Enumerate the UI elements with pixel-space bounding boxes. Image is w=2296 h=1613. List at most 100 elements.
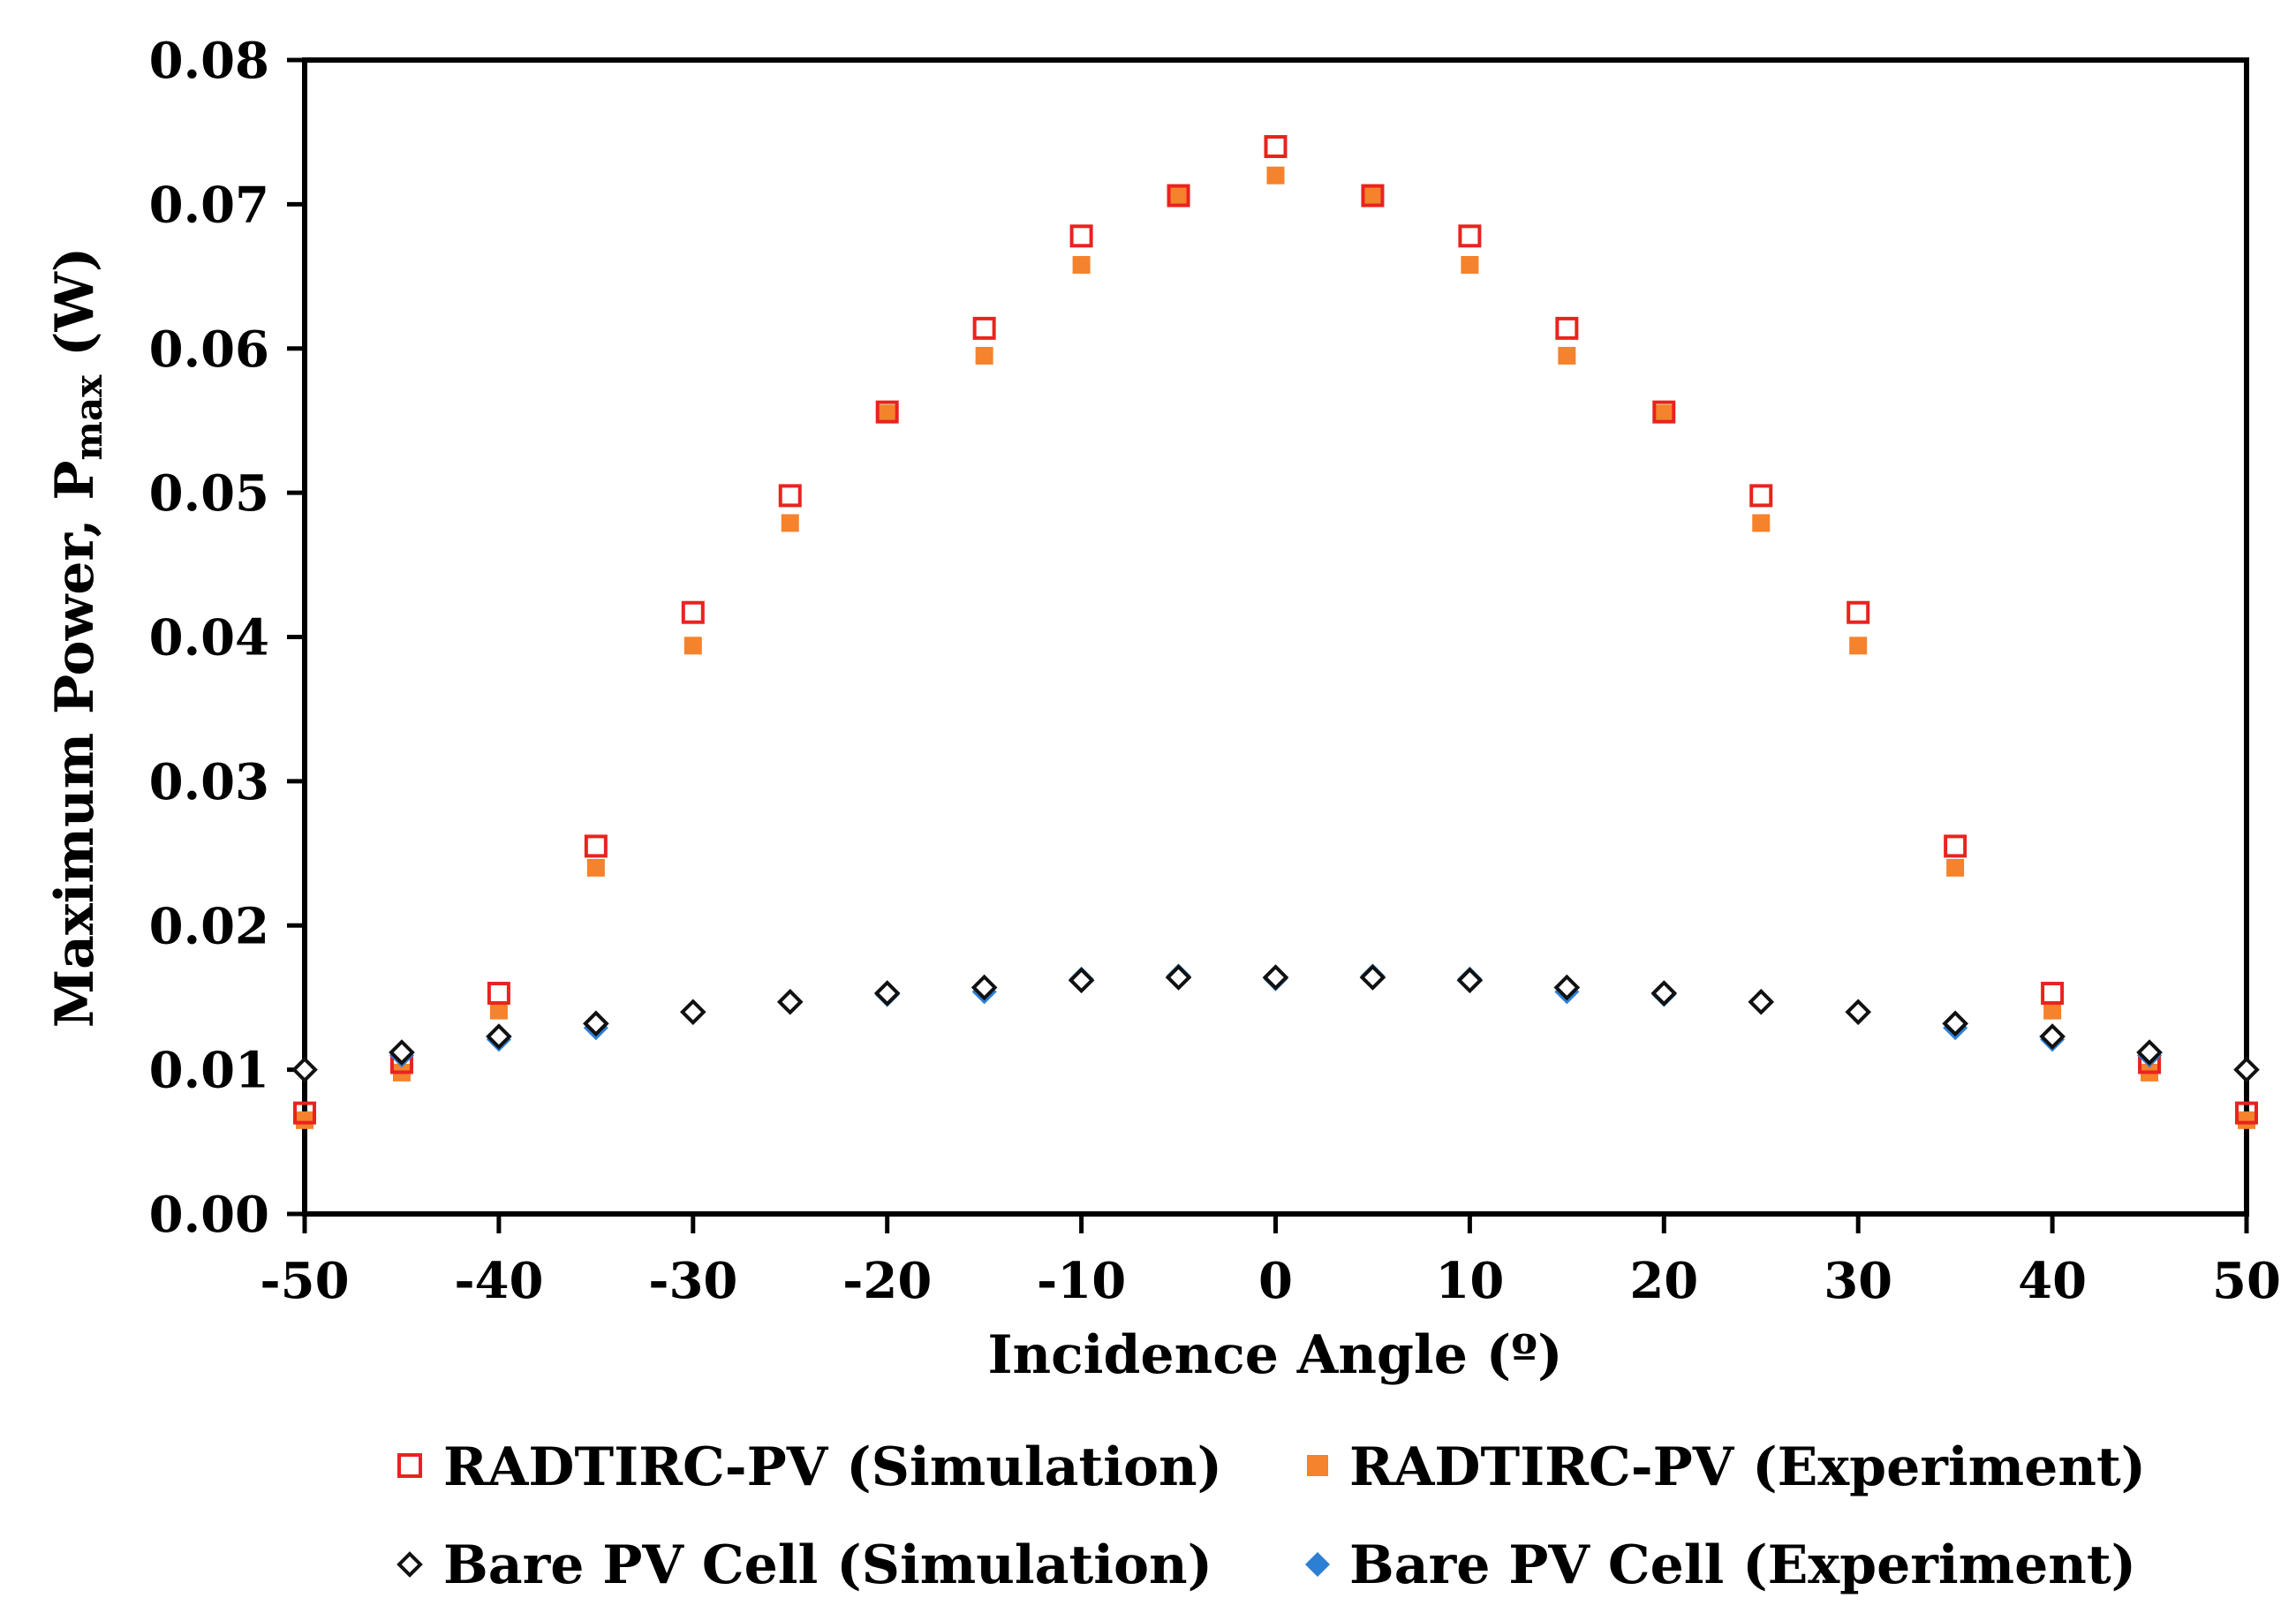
- data-point: [2233, 1056, 2260, 1083]
- data-point: [778, 484, 802, 508]
- data-point: [1655, 404, 1673, 423]
- data-point: [1847, 600, 1870, 624]
- data-point: [489, 1001, 508, 1020]
- data-point: [1748, 989, 1775, 1015]
- y-tick-label: 0.01: [149, 1042, 269, 1100]
- y-axis-title-unit: (W): [44, 247, 106, 375]
- data-point: [2235, 1101, 2258, 1125]
- data-point: [972, 316, 996, 340]
- filled-diamond-icon: [1305, 1552, 1330, 1577]
- data-point: [1946, 858, 1965, 877]
- y-axis-title: Maximum Power, Pmax (W): [44, 247, 110, 1029]
- data-point: [684, 637, 702, 655]
- data-point: [873, 980, 901, 1006]
- data-point: [1558, 346, 1576, 365]
- data-point: [2136, 1039, 2163, 1066]
- x-tick-label: -30: [648, 1252, 737, 1310]
- x-axis-ticks: -50 -40 -30 -20 -10 0 10 20 30 40 50: [260, 1214, 2281, 1310]
- data-point: [878, 404, 896, 423]
- x-tick-label: 30: [1824, 1252, 1892, 1310]
- data-point: [1845, 999, 1872, 1026]
- x-tick-label: 50: [2212, 1252, 2281, 1310]
- data-point: [389, 1039, 415, 1066]
- data-point: [1650, 980, 1678, 1006]
- data-point: [1264, 135, 1288, 159]
- y-tick-label: 0.05: [149, 464, 269, 523]
- legend-item-radtirc-experiment: RADTIRC-PV (Experiment): [1307, 1436, 2146, 1498]
- x-tick-label: -40: [454, 1252, 543, 1310]
- data-point: [1072, 255, 1091, 274]
- series-2: [291, 964, 2260, 1083]
- x-tick-label: 40: [2018, 1252, 2087, 1310]
- x-tick-label: 20: [1629, 1252, 1698, 1310]
- y-tick-label: 0.02: [149, 897, 269, 955]
- data-point: [1456, 967, 1484, 994]
- x-tick-label: 0: [1258, 1252, 1293, 1310]
- legend: RADTIRC-PV (Simulation) RADTIRC-PV (Expe…: [397, 1436, 2146, 1596]
- data-point: [1169, 186, 1188, 205]
- data-point: [1849, 637, 1868, 655]
- data-point: [1167, 184, 1190, 207]
- data-point: [681, 600, 705, 624]
- data-points: [291, 135, 2260, 1129]
- open-diamond-icon: [397, 1551, 423, 1578]
- data-point: [584, 834, 608, 858]
- legend-label: RADTIRC-PV (Experiment): [1349, 1436, 2146, 1498]
- data-point: [776, 989, 804, 1015]
- series-1: [296, 166, 2255, 1129]
- y-tick-label: 0.03: [149, 753, 269, 811]
- y-tick-label: 0.00: [149, 1186, 269, 1244]
- y-tick-label: 0.08: [149, 32, 269, 90]
- data-point: [2238, 1111, 2255, 1129]
- open-square-icon: [397, 1453, 422, 1478]
- x-tick-label: -20: [842, 1252, 932, 1310]
- y-axis-title-main: Maximum Power, P: [44, 460, 106, 1028]
- filled-square-icon: [1307, 1455, 1328, 1476]
- x-axis-title: Incidence Angle (º): [987, 1324, 1562, 1386]
- data-point: [1262, 964, 1289, 991]
- plot-frame: [302, 57, 2249, 1217]
- data-point: [486, 1023, 512, 1050]
- data-point: [1461, 255, 1479, 274]
- x-tick-label: -10: [1037, 1252, 1126, 1310]
- data-point: [293, 1101, 316, 1125]
- y-axis-ticks: 0.00 0.01 0.02 0.03 0.04 0.05 0.06 0.07 0.08: [149, 32, 305, 1244]
- data-point: [583, 1010, 609, 1037]
- legend-label: Bare PV Cell (Simulation): [443, 1534, 1212, 1596]
- y-tick-label: 0.04: [149, 609, 269, 667]
- data-point: [1553, 974, 1581, 1001]
- data-point: [679, 999, 706, 1026]
- data-point: [487, 982, 510, 1006]
- data-point: [1944, 834, 1967, 858]
- data-point: [2041, 982, 2065, 1006]
- series-0: [293, 135, 2258, 1125]
- data-point: [875, 400, 899, 424]
- data-point: [1652, 400, 1676, 424]
- data-point: [1555, 316, 1579, 340]
- data-point: [971, 974, 998, 1001]
- data-point: [1165, 964, 1192, 991]
- data-point: [296, 1111, 313, 1129]
- data-point: [2039, 1023, 2066, 1050]
- data-point: [781, 514, 799, 532]
- y-tick-label: 0.06: [149, 320, 269, 379]
- data-point: [1458, 224, 1482, 248]
- data-point: [586, 858, 605, 877]
- data-point: [1363, 186, 1382, 205]
- data-point: [1749, 484, 1773, 508]
- data-point: [2043, 1001, 2062, 1020]
- y-axis-title-subscript: max: [67, 374, 110, 461]
- data-point: [1266, 166, 1285, 185]
- data-point: [975, 346, 993, 365]
- legend-item-bare-experiment: Bare PV Cell (Experiment): [1305, 1534, 2136, 1596]
- legend-item-radtirc-simulation: RADTIRC-PV (Simulation): [397, 1436, 1222, 1498]
- data-point: [1942, 1010, 1968, 1037]
- x-tick-label: -50: [260, 1252, 349, 1310]
- legend-item-bare-simulation: Bare PV Cell (Simulation): [397, 1534, 1212, 1596]
- data-point: [1359, 964, 1386, 991]
- y-tick-label: 0.07: [149, 176, 269, 234]
- data-point: [1068, 967, 1095, 994]
- x-tick-label: 10: [1435, 1252, 1504, 1310]
- data-point: [291, 1056, 318, 1083]
- data-point: [1361, 184, 1385, 207]
